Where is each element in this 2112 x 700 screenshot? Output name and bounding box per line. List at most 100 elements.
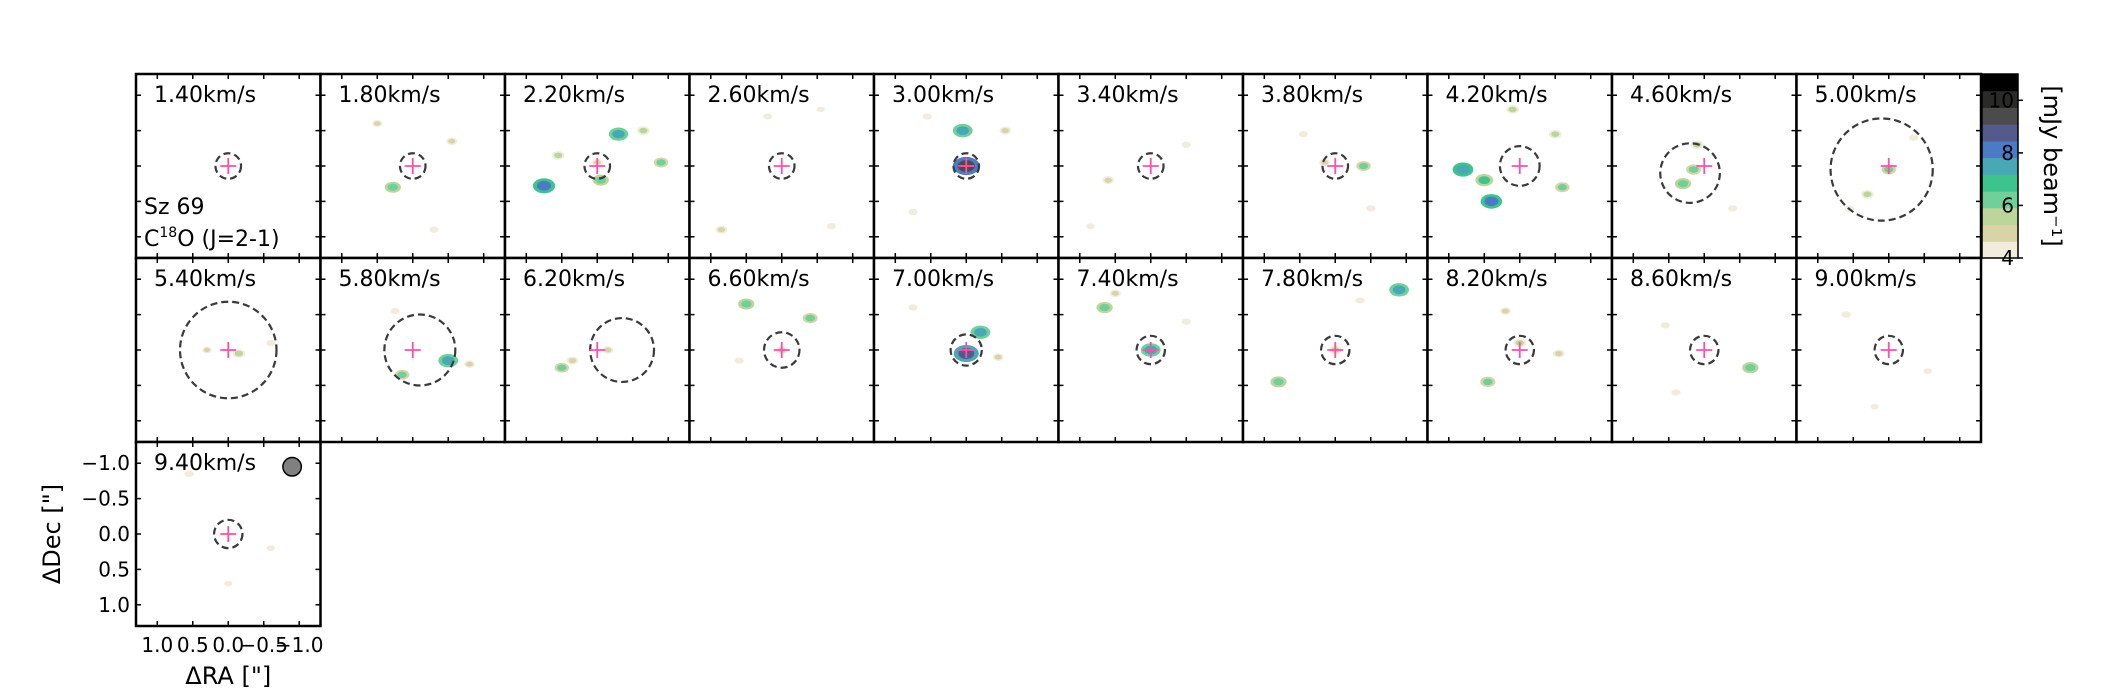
emission-blob-core	[441, 356, 455, 365]
beam-ellipse	[282, 456, 303, 477]
emission-layer	[1660, 322, 1759, 396]
keplerian-mask-contour	[1659, 142, 1721, 204]
emission-blob-core	[1863, 191, 1872, 198]
stellar-position-marker	[220, 526, 237, 542]
emission-blob-core	[1001, 128, 1010, 134]
emission-blob-core	[557, 364, 567, 371]
emission-layer	[715, 106, 837, 234]
emission-blob-core	[1300, 132, 1307, 137]
emission-blob-core	[1745, 364, 1756, 372]
emission-blob-core	[234, 350, 243, 357]
colorbar-tick-label: 8	[2001, 141, 2014, 165]
emission-layer	[178, 300, 278, 400]
emission-blob-core	[1557, 184, 1567, 191]
emission-blob-core	[1104, 177, 1112, 183]
y-tick-label: −0.5	[81, 487, 130, 511]
velocity-label: 8.60km/s	[1630, 267, 1732, 292]
channel-panel-8.20: 8.20km/s	[1426, 256, 1614, 444]
channel-panel-7.40: 7.40km/s	[1057, 256, 1245, 444]
velocity-label: 9.40km/s	[154, 451, 256, 476]
emission-layer	[214, 152, 243, 180]
stellar-position-marker	[220, 158, 237, 174]
velocity-label: 5.80km/s	[339, 267, 441, 292]
stellar-position-marker	[773, 342, 790, 358]
line-transition-label: C18O (J=2-1)	[144, 225, 280, 252]
velocity-label: 1.40km/s	[154, 83, 256, 108]
colorbar: 4 6 8 10 [mJy beam⁻¹]	[1981, 73, 2066, 270]
velocity-label: 7.80km/s	[1261, 267, 1363, 292]
channel-panel-6.20: 6.20km/s	[503, 256, 691, 444]
keplerian-mask-contour	[762, 331, 801, 369]
emission-blob-core	[448, 138, 456, 144]
colorbar-tick-label: 10	[1989, 88, 2014, 112]
colorbar-label: [mJy beam⁻¹]	[2038, 85, 2066, 246]
keplerian-mask-contour	[398, 152, 427, 180]
emission-blob-core	[1392, 285, 1406, 295]
emission-blob-core	[1456, 164, 1470, 175]
stellar-position-marker	[958, 342, 975, 358]
colorbar-segment	[1982, 157, 2018, 175]
emission-blob-core	[568, 358, 577, 364]
x-axis-label: ΔRA ["]	[185, 662, 271, 690]
colorbar-segment	[1982, 241, 2018, 259]
velocity-label: 3.80km/s	[1261, 83, 1363, 108]
colorbar-segment	[1982, 191, 2018, 209]
velocity-label: 9.00km/s	[1815, 267, 1917, 292]
emission-blob-core	[392, 309, 398, 314]
y-tick-label: 0.0	[98, 522, 130, 546]
stellar-position-marker	[1511, 342, 1528, 358]
emission-blob-core	[1478, 176, 1491, 185]
colorbar-segment	[1982, 140, 2018, 159]
colorbar-segment	[1982, 74, 2018, 92]
velocity-label: 1.80km/s	[339, 83, 441, 108]
x-tick-label: 0.5	[177, 633, 209, 657]
channel-panel-6.60: 6.60km/s	[688, 256, 876, 444]
emission-blob-core	[536, 180, 552, 191]
emission-blob-core	[1087, 224, 1094, 229]
velocity-label: 5.40km/s	[154, 267, 256, 292]
stellar-position-marker	[1696, 158, 1713, 174]
colorbar-segment	[1982, 224, 2018, 242]
emission-blob-core	[818, 107, 824, 112]
emission-blob-core	[910, 305, 916, 310]
velocity-label: 4.60km/s	[1630, 83, 1732, 108]
stellar-position-marker	[404, 342, 421, 358]
emission-layer	[372, 120, 458, 233]
stellar-position-marker	[589, 158, 606, 174]
emission-blob-core	[828, 224, 835, 229]
colorbar-segment	[1982, 107, 2018, 125]
emission-blob-core	[1843, 312, 1850, 317]
emission-blob-core	[267, 340, 274, 345]
emission-layer	[184, 470, 276, 587]
emission-blob-core	[956, 126, 970, 135]
channel-panel-5.40: 5.40km/s	[134, 256, 322, 444]
emission-blob-core	[397, 371, 407, 378]
emission-layer	[734, 298, 818, 369]
channel-panel-9.00: 9.00km/s	[1795, 256, 1983, 444]
emission-blob-core	[1662, 323, 1669, 328]
emission-blob-core	[465, 361, 474, 367]
colorbar-tick-label: 6	[2001, 193, 2014, 217]
emission-blob-core	[1672, 390, 1679, 395]
colorbar-frame	[1981, 73, 2019, 259]
object-name-label: Sz 69	[144, 195, 205, 220]
channel-panel-1.40: 1.40km/s Sz 69 C18O (J=2-1)	[134, 72, 322, 260]
keplerian-mask-contour	[383, 313, 457, 387]
keplerian-mask-contour	[212, 518, 244, 550]
emission-blob-core	[1183, 319, 1190, 324]
stellar-position-marker	[958, 158, 975, 174]
emission-layer	[1086, 141, 1191, 230]
emission-blob-core	[1367, 206, 1374, 211]
emission-blob-core	[225, 581, 231, 586]
keplerian-mask-contour	[949, 333, 983, 367]
velocity-label: 6.60km/s	[708, 267, 810, 292]
emission-blob-core	[1357, 298, 1364, 303]
colorbar-tick-label: 4	[2001, 246, 2014, 270]
emission-blob-core	[1111, 290, 1119, 296]
emission-blob-core	[1555, 350, 1563, 357]
emission-blob-core	[1273, 378, 1284, 386]
stellar-position-marker	[404, 158, 421, 174]
emission-blob-core	[736, 358, 743, 363]
emission-blob-core	[387, 183, 399, 191]
stellar-position-marker	[1327, 158, 1344, 174]
